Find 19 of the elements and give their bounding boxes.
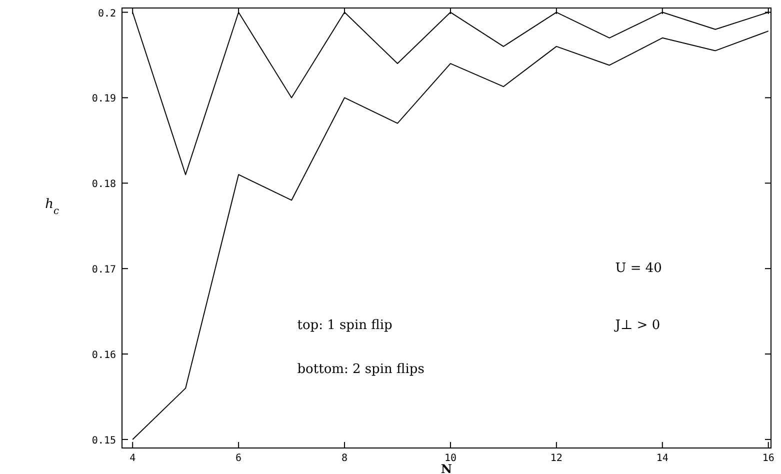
x-tick-label: 4 — [130, 453, 136, 464]
x-tick-label: 10 — [444, 453, 456, 464]
x-tick-label: 16 — [762, 453, 774, 464]
annotation: bottom: 2 spin flips — [297, 362, 424, 378]
annotation: top: 1 spin flip — [297, 318, 392, 334]
y-tick-label: 0.15 — [92, 435, 116, 446]
x-axis-title: N — [441, 462, 452, 474]
y-axis-title: h$_{c}$ — [45, 197, 60, 216]
y-tick-label: 0.16 — [92, 350, 116, 362]
x-tick-label: 6 — [236, 453, 242, 464]
y-tick-label: 0.18 — [92, 179, 116, 190]
x-tick-label: 12 — [550, 453, 562, 464]
x-tick-label: 8 — [342, 453, 348, 464]
annotation: U = 40 — [615, 261, 662, 276]
annotation: J⊥ > 0 — [613, 318, 660, 334]
y-tick-label: 0.2 — [98, 8, 116, 20]
y-tick-label: 0.19 — [92, 94, 116, 105]
y-tick-label: 0.17 — [92, 264, 116, 276]
x-tick-label: 14 — [656, 453, 668, 464]
